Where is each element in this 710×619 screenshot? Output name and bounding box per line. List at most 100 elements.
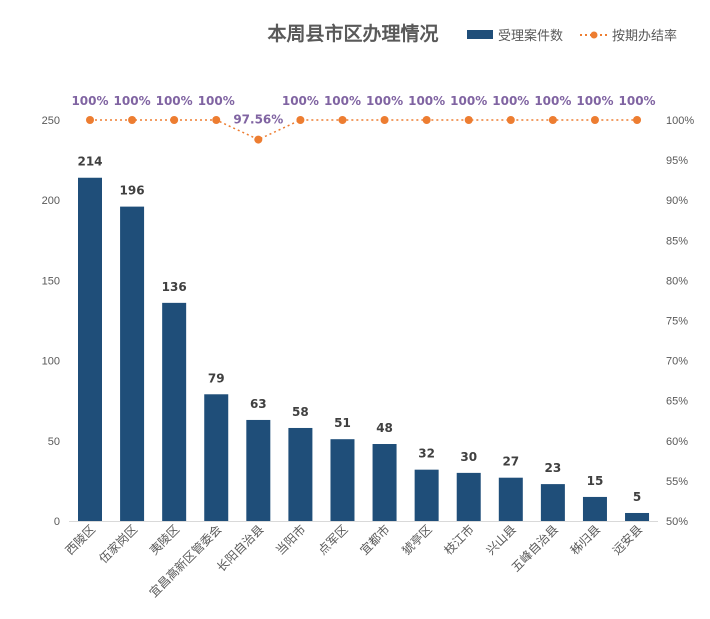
rate-line	[90, 119, 638, 141]
category-label: 夷陵区	[146, 522, 182, 558]
rate-value-label: 100%	[366, 94, 403, 108]
bar-value-label: 23	[545, 461, 562, 475]
bar	[414, 469, 439, 521]
rate-marker	[254, 135, 263, 144]
rate-value-label: 100%	[114, 94, 151, 108]
rate-value-label: 100%	[492, 94, 529, 108]
left-tick-label: 50	[48, 436, 60, 448]
rate-marker	[128, 116, 137, 124]
category-label: 宜都市	[357, 522, 393, 558]
legend-swatch-bar	[467, 30, 493, 39]
right-tick-label: 55%	[666, 476, 688, 488]
category-label: 远安县	[609, 522, 645, 558]
category-label: 秭归县	[568, 522, 603, 557]
right-tick-label: 75%	[666, 316, 688, 328]
bar	[78, 177, 102, 521]
right-tick-label: 100%	[666, 115, 694, 127]
rate-value-label: 100%	[408, 94, 445, 108]
category-label: 伍家岗区	[96, 522, 141, 567]
right-tick-label: 65%	[666, 396, 688, 408]
bar	[582, 496, 607, 521]
category-label: 点军区	[315, 522, 350, 557]
bar	[288, 427, 313, 521]
legend-label-line: 按期办结率	[612, 28, 677, 44]
bar-value-label: 196	[120, 184, 145, 198]
rate-marker	[548, 116, 557, 124]
category-label: 当阳市	[272, 522, 308, 558]
rate-marker	[170, 116, 179, 124]
chart-title: 本周县市区办理情况	[267, 22, 438, 45]
rate-value-label: 100%	[324, 94, 361, 108]
right-tick-label: 95%	[666, 155, 688, 167]
rate-marker	[212, 116, 221, 124]
right-tick-label: 60%	[666, 436, 688, 448]
rate-marker	[422, 116, 431, 124]
rate-marker	[296, 116, 305, 124]
rate-marker	[464, 116, 473, 124]
bar-value-label: 32	[418, 447, 435, 461]
bar-data-labels: 214 196 136 79 63 58 51 48 32 30 27 23 15 5	[77, 155, 641, 504]
rate-value-label: 100%	[450, 94, 487, 108]
left-axis: 0 50 100 150 200 250	[42, 115, 60, 528]
line-data-labels: 100% 100% 100% 100% 97.56% 100% 100% 100% 100% 10…	[71, 94, 655, 127]
bar	[162, 302, 187, 521]
left-tick-label: 0	[54, 516, 60, 528]
rate-marker	[338, 116, 347, 124]
rate-marker	[633, 116, 642, 124]
bar	[246, 419, 271, 521]
line-series	[86, 116, 642, 144]
right-tick-label: 80%	[666, 275, 688, 287]
rate-value-label: 97.56%	[233, 113, 283, 127]
category-label: 猇亭区	[399, 522, 435, 558]
right-tick-label: 85%	[666, 235, 688, 247]
bar-value-label: 63	[250, 397, 267, 411]
bar-value-label: 51	[334, 416, 351, 430]
bar	[330, 439, 355, 521]
left-tick-label: 200	[42, 195, 60, 207]
bar-value-label: 214	[77, 155, 102, 169]
bar-value-label: 79	[208, 371, 225, 385]
bar-value-label: 136	[162, 280, 187, 294]
rate-value-label: 100%	[282, 94, 319, 108]
rate-marker	[506, 116, 515, 124]
rate-value-label: 100%	[534, 94, 571, 108]
bar-value-label: 48	[376, 421, 393, 435]
rate-value-label: 100%	[198, 94, 235, 108]
left-tick-label: 100	[42, 356, 60, 368]
legend: 受理案件数 按期办结率	[467, 28, 677, 44]
category-label: 枝江市	[441, 522, 477, 558]
bar	[204, 394, 229, 521]
rate-value-label: 100%	[71, 94, 108, 108]
rate-value-label: 100%	[619, 94, 656, 108]
legend-label-bar: 受理案件数	[498, 29, 563, 44]
rate-value-label: 100%	[156, 94, 193, 108]
left-tick-label: 250	[42, 115, 60, 127]
right-tick-label: 90%	[666, 195, 688, 207]
bar-series	[78, 177, 650, 521]
bar	[372, 444, 397, 521]
category-label: 西陵区	[63, 522, 98, 557]
category-label: 兴山县	[484, 522, 519, 557]
bar-value-label: 58	[292, 405, 309, 419]
bar	[456, 472, 481, 521]
rate-value-label: 100%	[576, 94, 613, 108]
bar-value-label: 27	[502, 455, 519, 469]
rate-marker	[86, 116, 94, 124]
bar-value-label: 15	[587, 474, 604, 488]
rate-marker	[380, 116, 389, 124]
bar	[540, 484, 565, 521]
bar	[625, 512, 650, 521]
right-tick-label: 50%	[666, 516, 688, 528]
right-tick-label: 70%	[666, 356, 688, 368]
rate-marker	[590, 116, 599, 124]
legend-swatch-marker	[590, 31, 598, 39]
bar	[498, 477, 523, 521]
category-label: 宜昌高新区管委会	[146, 522, 224, 600]
left-tick-label: 150	[42, 275, 60, 287]
bar	[120, 206, 145, 521]
bar-value-label: 5	[633, 490, 641, 504]
right-axis: 50% 55% 60% 65% 70% 75% 80% 85% 90% 95% 100%	[666, 115, 694, 528]
bar-value-label: 30	[460, 450, 477, 464]
